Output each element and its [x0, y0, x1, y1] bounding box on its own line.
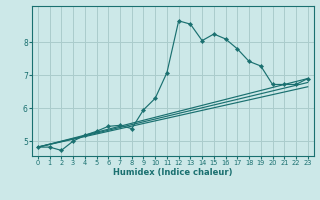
X-axis label: Humidex (Indice chaleur): Humidex (Indice chaleur) [113, 168, 233, 177]
